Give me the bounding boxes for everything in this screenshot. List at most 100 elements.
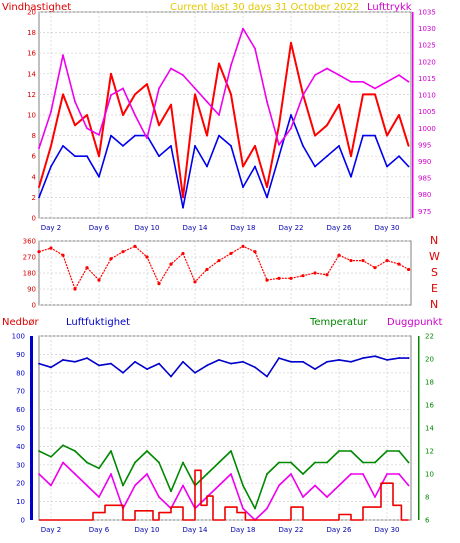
panel3-left-tick: 60	[16, 406, 25, 414]
wind-direction-point	[133, 244, 137, 248]
panel3-point	[314, 484, 316, 487]
panel3-point	[338, 359, 340, 361]
panel1-point	[254, 47, 256, 50]
panel3-point	[50, 484, 52, 487]
panel1-point	[266, 186, 268, 189]
panel1-right-tick: 1025	[418, 42, 436, 50]
panel3-left-tick: 0	[21, 517, 25, 525]
panel3-point	[98, 364, 100, 367]
panel1-point	[338, 74, 340, 77]
pressure-axis-bar	[412, 12, 414, 218]
panel3-point	[386, 473, 388, 475]
panel3-point	[98, 496, 100, 498]
panel1-point	[407, 145, 410, 147]
panel3-point	[326, 360, 328, 363]
panel3-point	[302, 473, 304, 475]
panel3-point	[110, 450, 112, 452]
wind-direction-point	[61, 253, 65, 257]
panel1-series-line	[38, 41, 410, 199]
wind-direction-point	[407, 267, 411, 272]
panel3-point	[350, 473, 352, 475]
wind-direction-point	[49, 246, 53, 250]
panel3-right-tick: 16	[425, 402, 434, 410]
wind-direction-line	[38, 245, 409, 291]
wind-direction-point	[169, 262, 173, 266]
panel1-point	[182, 206, 184, 209]
panel1-x-tick: Day 6	[89, 224, 110, 232]
wind-direction-point	[241, 244, 245, 248]
panel1-point	[242, 186, 244, 189]
panel3-right-tick: 20	[425, 356, 434, 364]
panel1-point	[182, 74, 184, 77]
panel1-point	[338, 103, 340, 106]
panel1-point	[314, 134, 316, 137]
panel3-right-tick: 10	[425, 471, 434, 479]
panel1-point	[62, 54, 64, 57]
panel1-point	[386, 80, 388, 83]
panel3-point	[122, 371, 124, 374]
panel1-x-tick: Day 14	[183, 224, 209, 232]
panel1-point	[374, 87, 376, 90]
panel3-point	[302, 360, 304, 363]
humidity-axis-bar	[30, 336, 33, 520]
panel3-point	[206, 364, 208, 367]
panel1-x-tick: Day 26	[327, 224, 353, 232]
panel1-point	[194, 145, 196, 147]
panel3-right-tick: 12	[425, 448, 434, 456]
compass-label-n-top: N	[430, 234, 438, 247]
panel3-point	[146, 368, 148, 371]
panel3-point	[134, 461, 136, 464]
panel1-point	[302, 94, 304, 96]
panel3-point	[158, 496, 160, 498]
panel3-point	[158, 461, 160, 464]
panel1-point	[362, 80, 364, 83]
panel3-left-tick: 90	[16, 351, 25, 359]
panel1-point	[62, 145, 64, 147]
wind-direction-point	[349, 258, 353, 263]
panel3-series-line	[38, 355, 409, 378]
panel1-point	[206, 165, 208, 168]
panel3-point	[278, 461, 280, 464]
panel1-point	[362, 93, 364, 96]
panel1-point	[38, 196, 40, 199]
panel2-y-tick: 90	[27, 286, 36, 294]
panel1-right-tick: 1030	[418, 25, 436, 33]
panel1-point	[158, 155, 160, 158]
panel1-point	[170, 67, 172, 70]
panel1-right-tick: 990	[418, 158, 431, 166]
temperature-axis-bar	[418, 336, 420, 520]
panel1-point	[350, 155, 352, 158]
panel1-point	[218, 62, 220, 65]
panel1-left-tick: 20	[27, 9, 36, 17]
panel3-x-tick: Day 10	[135, 526, 160, 534]
panel1-point	[110, 134, 112, 137]
panel1-point	[218, 114, 220, 116]
panel3-point	[326, 461, 328, 464]
panel3-left-tick: 30	[16, 461, 25, 469]
wind-direction-point	[97, 278, 101, 282]
panel3-point	[350, 450, 352, 452]
panel3-point	[242, 507, 244, 510]
panel1-point	[146, 83, 148, 85]
panel1-point	[386, 134, 388, 137]
panel3-point	[218, 461, 220, 464]
panel3-point	[407, 461, 410, 464]
panel3-point	[326, 496, 328, 498]
panel3-x-tick: Day 26	[327, 526, 353, 534]
panel1-right-tick: 980	[418, 191, 431, 199]
panel3-point	[278, 484, 280, 487]
panel1-point	[134, 93, 136, 96]
panel3-point	[230, 362, 232, 365]
panel3-left-tick: 10	[16, 498, 25, 506]
panel3-point	[374, 355, 376, 358]
panel3-point	[50, 455, 52, 458]
panel3-point	[338, 484, 340, 487]
panel1-point	[230, 145, 232, 147]
panel1-point	[374, 93, 376, 96]
panel1-point	[50, 110, 52, 113]
panel1-left-tick: 10	[27, 112, 36, 120]
panel1-point	[254, 145, 256, 147]
wind-direction-point	[301, 274, 305, 278]
panel3-x-tick: Day 2	[41, 526, 62, 534]
panel3-point	[398, 450, 400, 452]
